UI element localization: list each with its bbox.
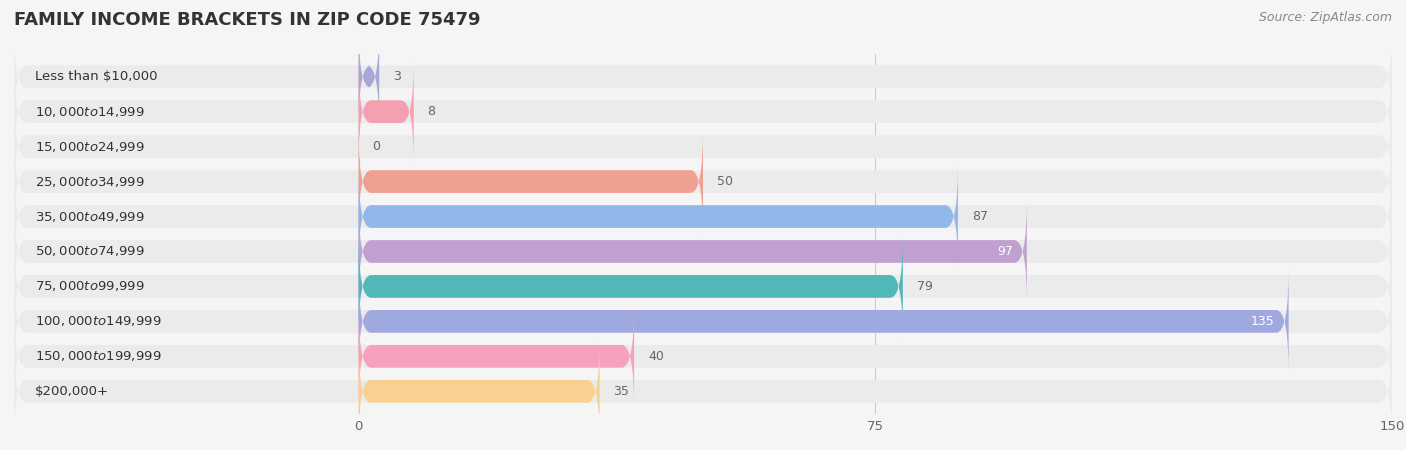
- Text: 8: 8: [427, 105, 436, 118]
- FancyBboxPatch shape: [14, 235, 1392, 338]
- Text: 40: 40: [648, 350, 664, 363]
- Text: 3: 3: [394, 70, 401, 83]
- FancyBboxPatch shape: [359, 270, 1289, 373]
- Text: 35: 35: [613, 385, 630, 398]
- FancyBboxPatch shape: [14, 305, 1392, 408]
- Text: 79: 79: [917, 280, 932, 293]
- FancyBboxPatch shape: [14, 25, 1392, 128]
- Text: $50,000 to $74,999: $50,000 to $74,999: [35, 244, 145, 258]
- Text: 0: 0: [373, 140, 380, 153]
- Text: 87: 87: [972, 210, 987, 223]
- FancyBboxPatch shape: [14, 130, 1392, 233]
- FancyBboxPatch shape: [359, 235, 903, 338]
- Text: $200,000+: $200,000+: [35, 385, 108, 398]
- FancyBboxPatch shape: [14, 270, 1392, 373]
- FancyBboxPatch shape: [359, 305, 634, 408]
- Text: FAMILY INCOME BRACKETS IN ZIP CODE 75479: FAMILY INCOME BRACKETS IN ZIP CODE 75479: [14, 11, 481, 29]
- Text: 135: 135: [1251, 315, 1275, 328]
- FancyBboxPatch shape: [359, 340, 600, 443]
- FancyBboxPatch shape: [359, 60, 413, 163]
- Text: $15,000 to $24,999: $15,000 to $24,999: [35, 140, 145, 153]
- FancyBboxPatch shape: [359, 130, 703, 233]
- Text: $25,000 to $34,999: $25,000 to $34,999: [35, 175, 145, 189]
- FancyBboxPatch shape: [14, 60, 1392, 163]
- Text: $35,000 to $49,999: $35,000 to $49,999: [35, 210, 145, 224]
- FancyBboxPatch shape: [14, 340, 1392, 443]
- FancyBboxPatch shape: [359, 200, 1026, 303]
- FancyBboxPatch shape: [359, 165, 957, 268]
- Text: Less than $10,000: Less than $10,000: [35, 70, 157, 83]
- Text: 97: 97: [997, 245, 1014, 258]
- Text: $150,000 to $199,999: $150,000 to $199,999: [35, 349, 162, 363]
- Text: $10,000 to $14,999: $10,000 to $14,999: [35, 105, 145, 119]
- Text: 50: 50: [717, 175, 733, 188]
- Text: $75,000 to $99,999: $75,000 to $99,999: [35, 279, 145, 293]
- FancyBboxPatch shape: [14, 95, 1392, 198]
- FancyBboxPatch shape: [14, 200, 1392, 303]
- FancyBboxPatch shape: [359, 25, 380, 128]
- FancyBboxPatch shape: [14, 165, 1392, 268]
- Text: Source: ZipAtlas.com: Source: ZipAtlas.com: [1258, 11, 1392, 24]
- Text: $100,000 to $149,999: $100,000 to $149,999: [35, 315, 162, 328]
